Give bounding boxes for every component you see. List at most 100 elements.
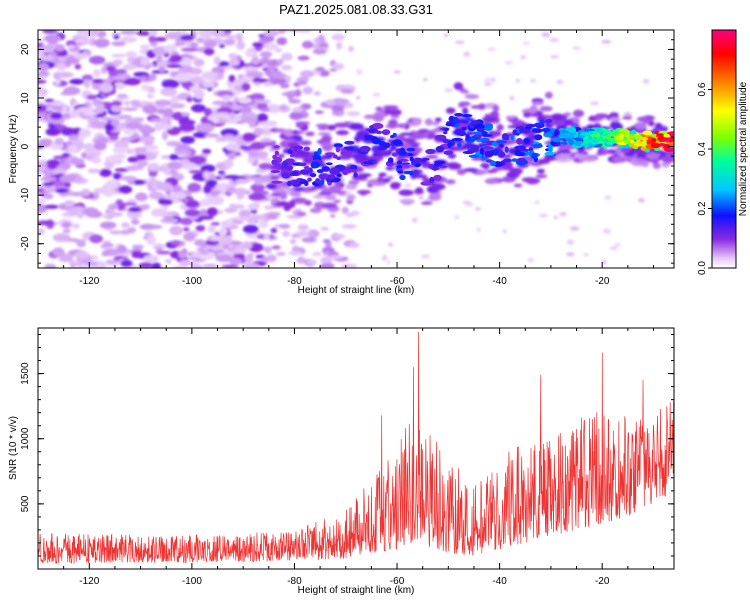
spectrogram-blob [99, 83, 114, 93]
spectrogram-blob [302, 157, 315, 165]
spectrogram-blob [203, 184, 212, 194]
signal-track-cell [574, 140, 582, 146]
signal-track-cell [504, 135, 510, 141]
spectrogram-blob [320, 256, 333, 265]
spectrogram-blob [539, 106, 553, 112]
spectrogram-blob [158, 65, 166, 73]
spectrogram-blob [306, 260, 318, 265]
signal-track-cell [321, 166, 330, 172]
spectrogram-blob [307, 229, 320, 238]
spectrogram-blob [202, 263, 218, 268]
colorbar-tick-label: 0.4 [697, 142, 708, 156]
spectrogram-blob [536, 168, 545, 174]
spectrogram-blob [236, 40, 246, 50]
spectrogram-blob [321, 135, 333, 141]
signal-track-cell [454, 128, 465, 136]
spectrogram-blob [148, 30, 158, 37]
spectrogram-blob [344, 103, 353, 109]
spectrogram-blob [128, 207, 142, 213]
spectrogram-blob [120, 259, 133, 268]
spectrogram-blob [601, 39, 612, 44]
spectrogram-blob [411, 118, 422, 124]
spectrogram-blob [294, 231, 311, 237]
spectrogram-blob [136, 30, 152, 36]
spectrogram-blob [99, 221, 117, 229]
signal-track-cell [413, 169, 419, 176]
spectrogram-blob [193, 58, 205, 67]
spectrogram-blob [261, 127, 272, 136]
spectrogram-blob [270, 227, 278, 234]
spectrogram-blob [169, 225, 184, 236]
spectrogram-blob [242, 241, 253, 250]
spectrogram-blob [180, 34, 195, 41]
signal-track-cell [569, 127, 577, 134]
spectrogram-blob [375, 106, 383, 111]
spectrogram-blob [331, 33, 345, 41]
spectrogram-blob [389, 122, 396, 129]
colorbar: 0.0 0.2 0.4 0.6 Normalized spectral amplitu… [697, 29, 749, 275]
spectrogram-blob [68, 45, 75, 49]
spectrogram-blob [95, 106, 105, 114]
signal-track-cell [293, 145, 304, 150]
spectrogram-blob [101, 251, 110, 257]
spectrogram-blob [76, 106, 95, 113]
spectrogram-blob [206, 207, 218, 217]
spectrogram-blob [161, 131, 168, 141]
signal-track-cell [553, 130, 559, 136]
spectrogram-blob [241, 82, 251, 92]
spectrogram-blob [149, 176, 156, 183]
spectrogram-blob [229, 58, 240, 67]
spectrogram-blob [266, 254, 277, 263]
spectrogram-blob [282, 230, 290, 237]
signal-track-cell [568, 139, 575, 146]
spectrogram-blob [38, 197, 46, 205]
signal-track-cell [530, 152, 538, 159]
signal-track-cell [657, 135, 665, 140]
spectrogram-blob [219, 235, 233, 245]
spectrogram-blob [54, 44, 65, 52]
signal-track-cell [271, 180, 283, 184]
spectrogram-blob [329, 213, 336, 218]
spectrogram-blob [197, 215, 214, 220]
signal-track-cell [285, 158, 295, 164]
x-tick-label: -100 [182, 576, 202, 587]
spectrogram-blob [224, 134, 234, 139]
spectrogram-blob [295, 121, 305, 129]
signal-track-cell [544, 151, 555, 156]
signal-track-cell [514, 150, 521, 154]
spectrogram-blob [601, 259, 607, 265]
signal-track-cell [663, 133, 670, 138]
spectrogram-blob [207, 195, 225, 205]
spectrogram-blob [420, 254, 431, 259]
spectrogram-blob [99, 168, 112, 177]
spectrogram-blob [186, 196, 194, 202]
signal-track-cell [476, 127, 485, 132]
spectrogram-blob [102, 187, 115, 197]
spectrogram-blob [635, 158, 648, 163]
spectrogram-blob [91, 255, 98, 260]
spectrogram-blob [154, 99, 172, 107]
spectrogram-blob [425, 154, 439, 159]
signal-track-cell [312, 155, 322, 158]
spectrogram-blob [116, 93, 128, 99]
spectrogram-blob [90, 120, 102, 129]
spectrogram-blob [270, 176, 280, 180]
spectrogram-blob [223, 38, 236, 46]
signal-track-cell [397, 170, 404, 174]
signal-track-cell [443, 131, 448, 135]
signal-track-cell [483, 123, 494, 129]
spectrogram-blob [87, 168, 102, 174]
signal-track-cell [372, 123, 384, 129]
spectrogram-blob [119, 175, 138, 181]
spectrogram-blob [372, 92, 381, 97]
spectrogram-blob [530, 78, 536, 83]
signal-track-cell [462, 150, 474, 155]
snr-x-ticks: -120 -100 -80 -60 -40 -20 [37, 328, 654, 587]
spectrogram-blob [536, 158, 551, 165]
spectrogram-blob [38, 138, 53, 145]
spectrogram-blob [248, 121, 256, 128]
spectrogram-blob [276, 37, 288, 46]
signal-track-cell [421, 157, 430, 161]
x-tick-label: -40 [492, 276, 507, 287]
spectrogram-blob [259, 51, 273, 59]
